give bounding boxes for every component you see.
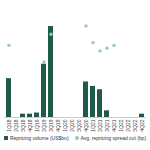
svg-text:4Q18: 4Q18	[27, 119, 33, 131]
svg-text:1Q19: 1Q19	[34, 119, 40, 131]
svg-text:3Q20: 3Q20	[76, 119, 82, 131]
svg-text:4Q20: 4Q20	[83, 119, 89, 131]
svg-text:3Q19: 3Q19	[48, 119, 54, 131]
svg-text:2Q20: 2Q20	[69, 119, 75, 131]
svg-text:1Q20: 1Q20	[62, 119, 68, 131]
svg-text:1Q21: 1Q21	[90, 119, 96, 131]
html-text:Avg. repricing spread cut (bp): Avg. repricing spread cut (bp)	[80, 135, 147, 141]
svg-text:2Q19: 2Q19	[41, 119, 47, 131]
svg-text:1Q18: 1Q18	[6, 119, 12, 131]
html-text:Repricing volume (US$bn): Repricing volume (US$bn)	[9, 135, 69, 141]
svg-text:4Q21: 4Q21	[111, 119, 117, 131]
svg-text:3Q22: 3Q22	[132, 119, 138, 131]
svg-text:2Q21: 2Q21	[97, 119, 103, 131]
svg-text:4Q22: 4Q22	[139, 119, 145, 131]
svg-text:4Q19: 4Q19	[55, 119, 61, 131]
svg-text:2Q22: 2Q22	[125, 119, 131, 131]
svg-text:2Q18: 2Q18	[13, 119, 19, 131]
svg-text:1Q22: 1Q22	[118, 119, 124, 131]
svg-text:3Q18: 3Q18	[20, 119, 26, 131]
svg-text:3Q21: 3Q21	[104, 119, 110, 131]
